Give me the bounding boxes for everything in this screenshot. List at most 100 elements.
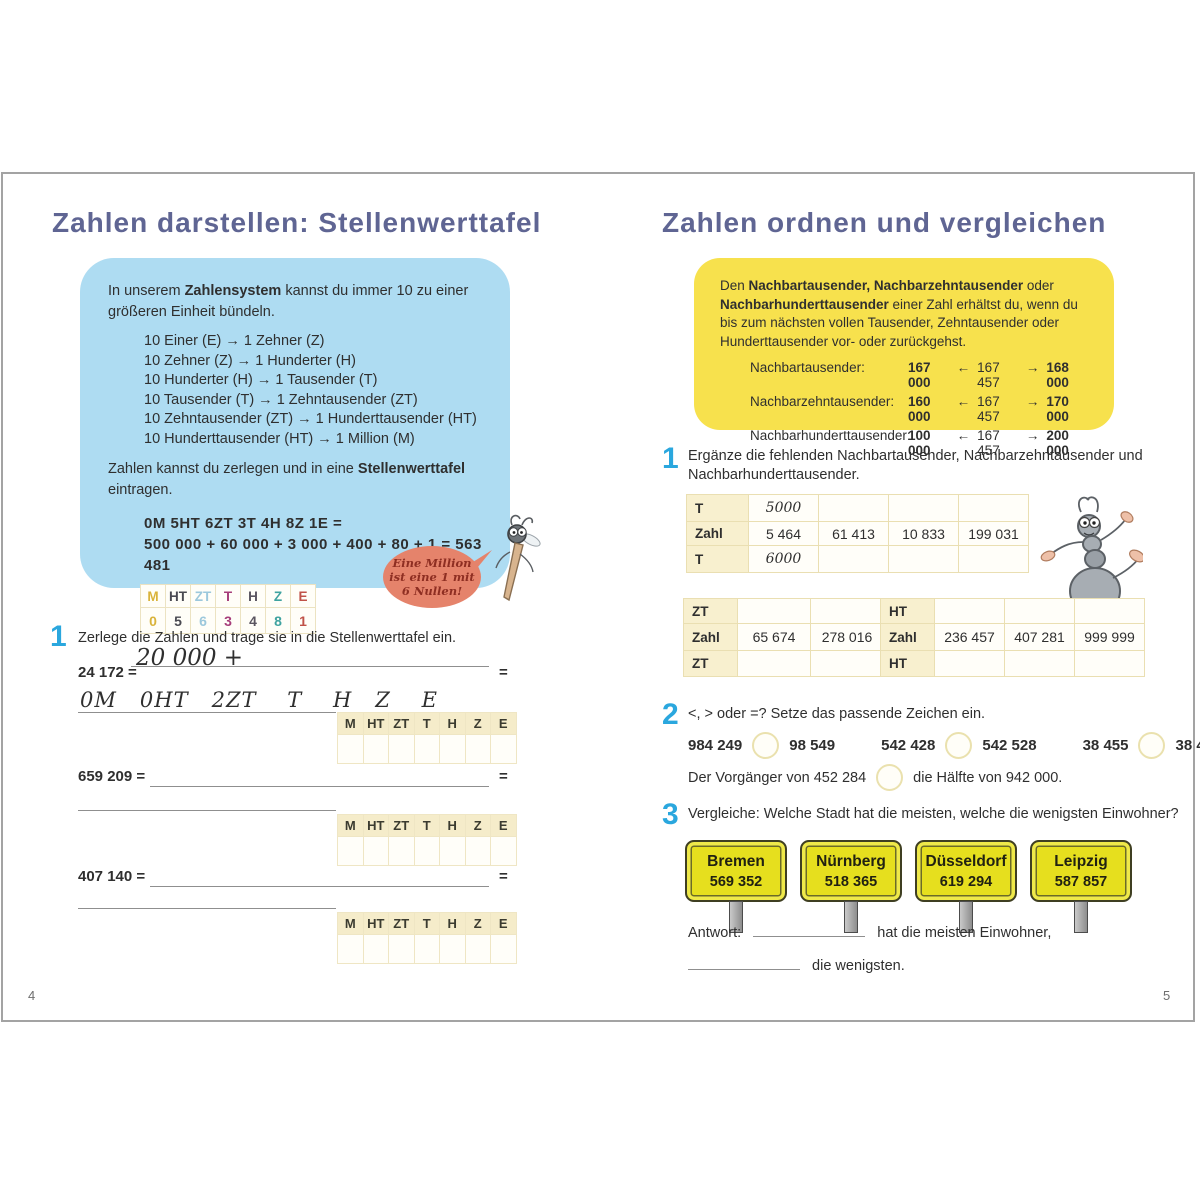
table-cell-empty[interactable] — [490, 734, 517, 764]
table-cell-empty[interactable] — [413, 734, 440, 764]
sign-post — [844, 901, 858, 933]
table-cell-value: 999 999 — [1074, 623, 1145, 651]
handwritten-answer[interactable]: 6000 — [748, 545, 819, 573]
table-cell-empty[interactable] — [958, 494, 1029, 522]
comparison-sign-circle[interactable] — [752, 732, 780, 759]
answer-line[interactable] — [753, 936, 866, 937]
answer-sentence-line2: die wenigsten. — [688, 958, 905, 974]
neighbor-tenthousand-table: ZT Zahl 65 674 278 016 ZT — [683, 598, 884, 677]
table-cell-empty[interactable] — [490, 934, 517, 964]
table-header-cell: T — [413, 814, 440, 837]
handwritten-places: 0M 0HT 2ZT T H Z E — [80, 688, 438, 712]
table-header-cell: HT — [362, 712, 389, 735]
city-sign-duesseldorf: Düsseldorf 619 294 — [915, 840, 1017, 933]
speech-bubble: Eine Million ist eine 1 mit 6 Nullen! — [383, 546, 481, 608]
pv-value: 8 — [265, 607, 291, 634]
neighbor-row: Nachbarzehntausender: 160 000 ← 167 457 … — [750, 394, 1069, 424]
table-cell-empty[interactable] — [934, 650, 1005, 677]
table-header-cell: HT — [362, 912, 389, 935]
table-header-cell: T — [413, 912, 440, 935]
answer-line[interactable] — [688, 969, 800, 970]
table-cell-empty[interactable] — [337, 734, 364, 764]
answer-line[interactable] — [78, 712, 336, 713]
table-cell-value: 278 016 — [810, 623, 884, 651]
info-box-place-value: In unserem Zahlensystem kannst du immer … — [80, 258, 510, 634]
table-header-cell: ZT — [388, 912, 415, 935]
trailing-equals: = — [499, 868, 508, 885]
table-cell-empty[interactable] — [934, 598, 1005, 624]
table-cell-empty[interactable] — [737, 650, 811, 677]
info-intro: In unserem Zahlensystem kannst du immer … — [108, 283, 469, 320]
table-cell-empty[interactable] — [362, 836, 389, 866]
table-cell-empty[interactable] — [810, 650, 884, 677]
comparison-sign-circle[interactable] — [876, 764, 904, 791]
table-cell-value: 10 833 — [888, 521, 959, 546]
table-cell-empty[interactable] — [388, 836, 415, 866]
table-cell-empty[interactable] — [388, 734, 415, 764]
answer-place-value-table: M HT ZT T H Z E — [337, 814, 517, 866]
table-cell-empty[interactable] — [1074, 650, 1145, 677]
conversion-item: 10 Hunderter (H) → 1 Tausender (T) — [144, 372, 378, 388]
city-sign-bremen: Bremen 569 352 — [685, 840, 787, 933]
table-cell-empty[interactable] — [1074, 598, 1145, 624]
table-cell-value: 199 031 — [958, 521, 1029, 546]
row-label: Zahl — [683, 623, 738, 651]
table-cell-empty[interactable] — [888, 545, 959, 573]
table-header-cell: M — [337, 814, 364, 837]
table-cell-value: 236 457 — [934, 623, 1005, 651]
answer-line[interactable] — [150, 786, 489, 787]
answer-place-value-table: M HT ZT T H Z E — [337, 712, 517, 764]
table-header-cell: E — [490, 712, 517, 735]
table-cell-empty[interactable] — [439, 934, 466, 964]
pv-header: M — [140, 584, 166, 608]
answer-line[interactable] — [78, 810, 336, 811]
table-cell-empty[interactable] — [818, 494, 889, 522]
answer-line[interactable] — [150, 886, 489, 887]
exercise3-instruction: Vergleiche: Welche Stadt hat die meisten… — [688, 806, 1179, 822]
decomposition-example: 0M 5HT 6ZT 3T 4H 8Z 1E = 500 000 + 60 00… — [144, 515, 482, 574]
table-cell-empty[interactable] — [1004, 650, 1075, 677]
table-cell-empty[interactable] — [362, 934, 389, 964]
table-header-cell: H — [439, 814, 466, 837]
table-cell-empty[interactable] — [490, 836, 517, 866]
comparison-sign-circle[interactable] — [945, 732, 973, 759]
table-cell-value: 65 674 — [737, 623, 811, 651]
comparison-sign-circle[interactable] — [1138, 732, 1166, 759]
table-cell-empty[interactable] — [810, 598, 884, 624]
table-cell-empty[interactable] — [413, 934, 440, 964]
table-cell-empty[interactable] — [337, 934, 364, 964]
city-signs-row: Bremen 569 352 Nürnberg 518 365 Düsseldo… — [685, 840, 1132, 933]
table-cell-empty[interactable] — [388, 934, 415, 964]
table-cell-empty[interactable] — [464, 836, 491, 866]
table-cell-empty[interactable] — [737, 598, 811, 624]
pv-header: H — [240, 584, 266, 608]
table-cell-empty[interactable] — [1004, 598, 1075, 624]
table-cell-empty[interactable] — [439, 734, 466, 764]
table-cell-value: 5 464 — [748, 521, 819, 546]
table-cell-empty[interactable] — [337, 836, 364, 866]
table-cell-empty[interactable] — [818, 545, 889, 573]
decompose-number: 659 209 = — [78, 768, 146, 785]
row-label: T — [686, 494, 749, 522]
page-title-right: Zahlen ordnen und vergleichen — [662, 207, 1107, 238]
trailing-equals: = — [499, 664, 508, 681]
table-header-cell: Z — [464, 712, 491, 735]
table-cell-empty[interactable] — [958, 545, 1029, 573]
table-cell-empty[interactable] — [888, 494, 959, 522]
table-header-cell: ZT — [388, 712, 415, 735]
table-cell-empty[interactable] — [362, 734, 389, 764]
answer-line[interactable] — [131, 666, 489, 667]
table-cell-empty[interactable] — [464, 734, 491, 764]
info-note: Zahlen kannst du zerlegen und in eine St… — [108, 461, 466, 498]
handwritten-answer[interactable]: 5000 — [748, 494, 819, 522]
pv-value: 3 — [215, 607, 241, 634]
answer-line[interactable] — [78, 908, 336, 909]
decompose-number: 24 172 = — [78, 664, 137, 681]
table-cell-empty[interactable] — [464, 934, 491, 964]
table-cell-empty[interactable] — [439, 836, 466, 866]
pv-value: 4 — [240, 607, 266, 634]
table-cell-empty[interactable] — [413, 836, 440, 866]
table-header-cell: ZT — [388, 814, 415, 837]
table-header-cell: E — [490, 912, 517, 935]
conversion-item: 10 Tausender (T) → 1 Zehntausender (ZT) — [144, 391, 418, 408]
